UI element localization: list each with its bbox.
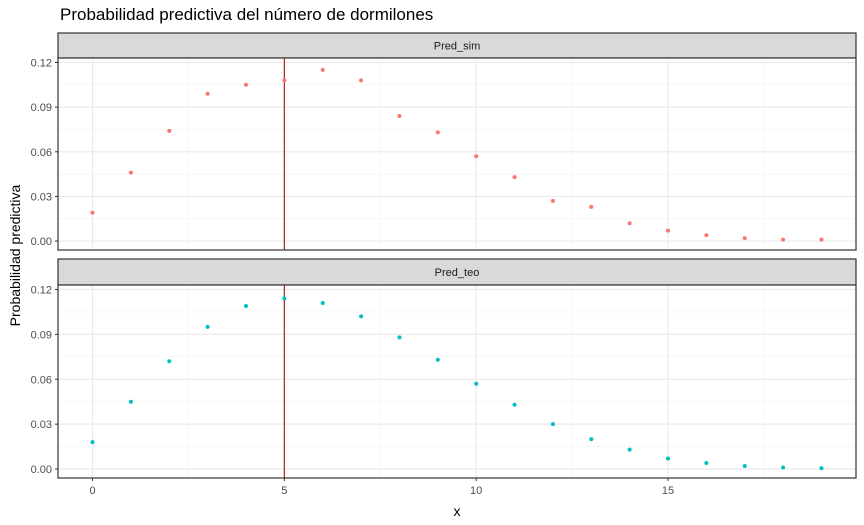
y-tick-label: 0.12: [31, 284, 52, 296]
data-point: [435, 130, 440, 135]
y-tick-label: 0.03: [31, 419, 52, 431]
data-point: [550, 422, 555, 427]
y-tick-label: 0.09: [31, 329, 52, 341]
x-tick-label: 5: [281, 485, 287, 497]
data-point: [205, 91, 210, 96]
facet-strip: [57, 32, 857, 59]
x-tick-label: 10: [470, 485, 482, 497]
y-tick-label: 0.00: [31, 236, 52, 248]
data-point: [666, 228, 671, 233]
data-point: [589, 437, 594, 442]
data-point: [627, 447, 632, 452]
y-tick-label: 0.09: [31, 102, 52, 114]
data-point: [704, 233, 709, 238]
data-point: [781, 237, 786, 242]
data-point: [666, 456, 671, 461]
y-tick-label: 0.06: [31, 374, 52, 386]
data-point: [781, 465, 786, 470]
facet-strip-label: Pred_teo: [435, 267, 480, 279]
data-point: [320, 67, 325, 72]
data-point: [474, 154, 479, 159]
chart-title: Probabilidad predictiva del número de do…: [60, 5, 434, 24]
data-point: [167, 359, 172, 364]
y-tick-label: 0.06: [31, 147, 52, 159]
data-point: [167, 128, 172, 133]
data-point: [243, 303, 248, 308]
data-point: [819, 466, 824, 471]
panel-background: [58, 285, 856, 478]
panel-border: [57, 284, 857, 479]
data-point: [90, 440, 95, 445]
data-point: [359, 78, 364, 83]
y-tick-label: 0.00: [31, 464, 52, 476]
y-axis-title: Probabilidad predictiva: [7, 184, 23, 326]
data-point: [742, 464, 747, 469]
panel-background: [58, 58, 856, 250]
panel-border: [57, 57, 857, 251]
facet-strip-label: Pred_sim: [434, 41, 480, 53]
data-point: [128, 170, 133, 175]
data-point: [128, 399, 133, 404]
data-point: [550, 198, 555, 203]
data-point: [627, 221, 632, 226]
data-point: [512, 402, 517, 407]
data-point: [474, 381, 479, 386]
y-tick-label: 0.03: [31, 191, 52, 203]
y-tick-label: 0.12: [31, 57, 52, 69]
data-point: [243, 82, 248, 87]
data-point: [397, 114, 402, 119]
data-point: [435, 357, 440, 362]
x-axis-title: x: [454, 503, 461, 519]
data-point: [205, 324, 210, 329]
data-point: [320, 300, 325, 305]
data-point: [397, 335, 402, 340]
data-point: [742, 236, 747, 241]
data-point: [589, 204, 594, 209]
x-tick-label: 15: [662, 485, 674, 497]
facet-strip: [57, 258, 857, 286]
data-point: [282, 78, 287, 83]
data-point: [359, 314, 364, 319]
data-point: [90, 210, 95, 215]
data-point: [512, 175, 517, 180]
x-tick-label: 0: [89, 485, 95, 497]
data-point: [282, 296, 287, 301]
data-point: [819, 237, 824, 242]
data-point: [704, 461, 709, 466]
